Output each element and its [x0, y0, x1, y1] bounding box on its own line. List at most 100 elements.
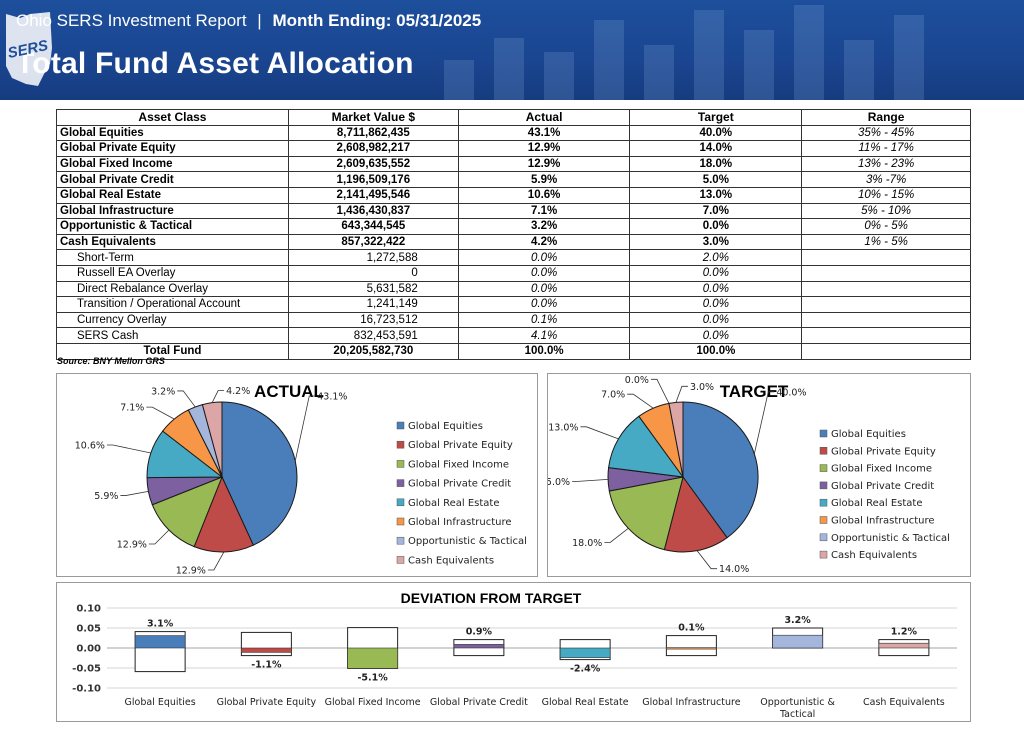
range-cell: 11% - 17% [801, 140, 971, 157]
legend-swatch-global-real-estate [396, 498, 405, 507]
asset-class-cell: Global Real Estate [56, 186, 289, 204]
asset-class-cell: Cash Equivalents [56, 233, 289, 251]
pie-slice-global-equities [682, 401, 759, 539]
pie-title: ACTUAL [254, 382, 324, 401]
pie-leader-line [177, 390, 196, 408]
asset-class-cell: Global Fixed Income [56, 155, 289, 173]
deviation-bar-opportunistic-tactical [772, 634, 823, 649]
legend-swatch-global-equities [396, 421, 405, 430]
category-label-line: Tactical [779, 709, 815, 720]
legend-swatch-global-private-equity [819, 447, 828, 455]
target-cell: 18.0% [629, 155, 803, 173]
asset-class-cell: Currency Overlay [56, 311, 289, 329]
market-value-cell: 1,272,588 [287, 249, 459, 266]
pie-label-global-private-credit: 5.0% [548, 477, 570, 488]
range-cell: 13% - 23% [801, 155, 971, 173]
y-tick-label: -0.10 [72, 684, 101, 695]
legend-swatch-global-private-equity [396, 440, 405, 449]
range-cell [801, 264, 971, 282]
deviation-bar-global-real-estate [559, 647, 611, 658]
target-cell: 100.0% [629, 342, 803, 360]
deviation-label-global-fixed-income: -5.1% [357, 672, 388, 683]
category-label-line: Global Real Estate [542, 697, 629, 708]
table-row-russell-ea-overlay: Russell EA Overlay 0 0.0% 0.0% [56, 264, 971, 282]
target-cell: 40.0% [629, 124, 803, 142]
category-label-global-fixed-income: Global Fixed Income [325, 697, 421, 708]
asset-class-cell: Global Private Credit [56, 171, 289, 188]
legend-label-global-private-credit: Global Private Credit [408, 479, 511, 490]
legend-label-global-equities: Global Equities [831, 429, 906, 440]
actual-cell: 0.0% [457, 296, 631, 313]
deviation-bar-chart: DEVIATION FROM TARGET 0.10 0.05 0.00 -0.05 -0… [72, 590, 957, 720]
legend-label-global-fixed-income: Global Fixed Income [408, 459, 509, 470]
target-cell: 13.0% [629, 186, 803, 204]
market-value-cell: 1,196,509,176 [287, 171, 459, 188]
table-row-global-infrastructure: Global Infrastructure 1,436,430,837 7.1% 7.… [56, 202, 971, 220]
market-value-cell: 5,631,582 [287, 280, 459, 298]
actual-cell: 4.1% [457, 327, 631, 344]
market-value-cell: 857,322,422 [287, 233, 459, 251]
asset-class-cell: SERS Cash [56, 327, 289, 344]
legend-label-global-equities: Global Equities [408, 421, 483, 432]
table-row-transition-operational-account: Transition / Operational Account 1,241,14… [56, 296, 971, 313]
range-cell: 35% - 45% [801, 124, 971, 142]
category-label-line: Opportunistic & [760, 697, 835, 708]
report-subtitle: Ohio SERS Investment Report | Month Endi… [16, 11, 481, 31]
pie-leader-line [148, 529, 170, 545]
sers-ohio-logo: SERS [6, 12, 52, 86]
category-label-line: Global Private Credit [430, 697, 528, 708]
deviation-bar-global-fixed-income [347, 647, 398, 669]
pie-label-global-real-estate: 13.0% [548, 422, 578, 433]
y-tick-label: 0.00 [76, 644, 101, 655]
legend-swatch-global-infrastructure [396, 517, 405, 526]
pie-leader-line [604, 528, 629, 543]
pie-label-global-equities: 40.0% [776, 387, 806, 398]
pie-slice-global-real-estate [608, 415, 685, 478]
pie-label-global-equities: 43.1% [317, 391, 347, 402]
pie-label-cash-equivalents: 3.0% [690, 382, 714, 393]
actual-cell: 100.0% [457, 342, 631, 360]
asset-class-cell: Short-Term [56, 249, 289, 266]
actual-cell: 0.0% [457, 249, 631, 266]
legend-label-global-real-estate: Global Real Estate [831, 498, 922, 509]
table-row-opportunistic-tactical: Opportunistic & Tactical 643,344,545 3.2% 0… [56, 218, 971, 235]
target-cell: 2.0% [629, 249, 803, 266]
y-tick-label: -0.05 [72, 664, 101, 675]
header-range: Range [801, 109, 971, 126]
header-actual: Actual [457, 109, 631, 126]
range-cell [801, 311, 971, 329]
pie-slice-cash-equivalents [668, 401, 684, 478]
pie-leader-line [572, 478, 609, 482]
deviation-bar-global-private-equity [241, 647, 292, 653]
table-row-global-real-estate: Global Real Estate 2,141,495,546 10.6% 13.0… [56, 186, 971, 204]
pie-leader-line [753, 391, 775, 454]
table-header-row: Asset Class Market Value $ Actual Target… [56, 109, 971, 126]
header-asset-class: Asset Class [56, 109, 289, 126]
deviation-label-cash-equivalents: 1.2% [891, 627, 918, 638]
market-value-cell: 2,609,635,552 [287, 155, 459, 173]
asset-class-cell: Global Infrastructure [56, 202, 289, 220]
range-cell: 3% -7% [801, 171, 971, 188]
table-row-global-private-equity: Global Private Equity 2,608,982,217 12.9% 1… [56, 140, 971, 157]
actual-cell: 0.0% [457, 264, 631, 282]
pie-leader-line [580, 426, 619, 440]
actual-cell: 7.1% [457, 202, 631, 220]
table-row-total-fund: Total Fund 20,205,582,730 100.0% 100.0% [56, 342, 971, 360]
deviation-label-global-private-credit: 0.9% [466, 627, 493, 638]
legend-swatch-global-fixed-income [396, 460, 405, 468]
y-tick-label: 0.05 [76, 624, 101, 635]
report-name: Ohio SERS Investment Report [16, 11, 247, 30]
pie-label-opportunistic-tactical: 3.2% [151, 386, 175, 397]
legend-swatch-global-fixed-income [819, 464, 828, 472]
table-row-global-fixed-income: Global Fixed Income 2,609,635,552 12.9% 18.… [56, 155, 971, 173]
market-value-cell: 643,344,545 [287, 218, 459, 235]
market-value-cell: 1,241,149 [287, 296, 459, 313]
range-cell [801, 280, 971, 298]
pie-label-global-infrastructure: 7.1% [120, 403, 144, 414]
deviation-label-global-equities: 3.1% [147, 619, 174, 630]
legend-swatch-global-private-credit [396, 479, 405, 487]
pie-leader-line [207, 551, 225, 571]
market-value-cell: 8,711,862,435 [287, 124, 459, 142]
table-row-currency-overlay: Currency Overlay 16,723,512 0.1% 0.0% [56, 311, 971, 329]
pie-label-opportunistic-tactical: 0.0% [625, 375, 649, 386]
